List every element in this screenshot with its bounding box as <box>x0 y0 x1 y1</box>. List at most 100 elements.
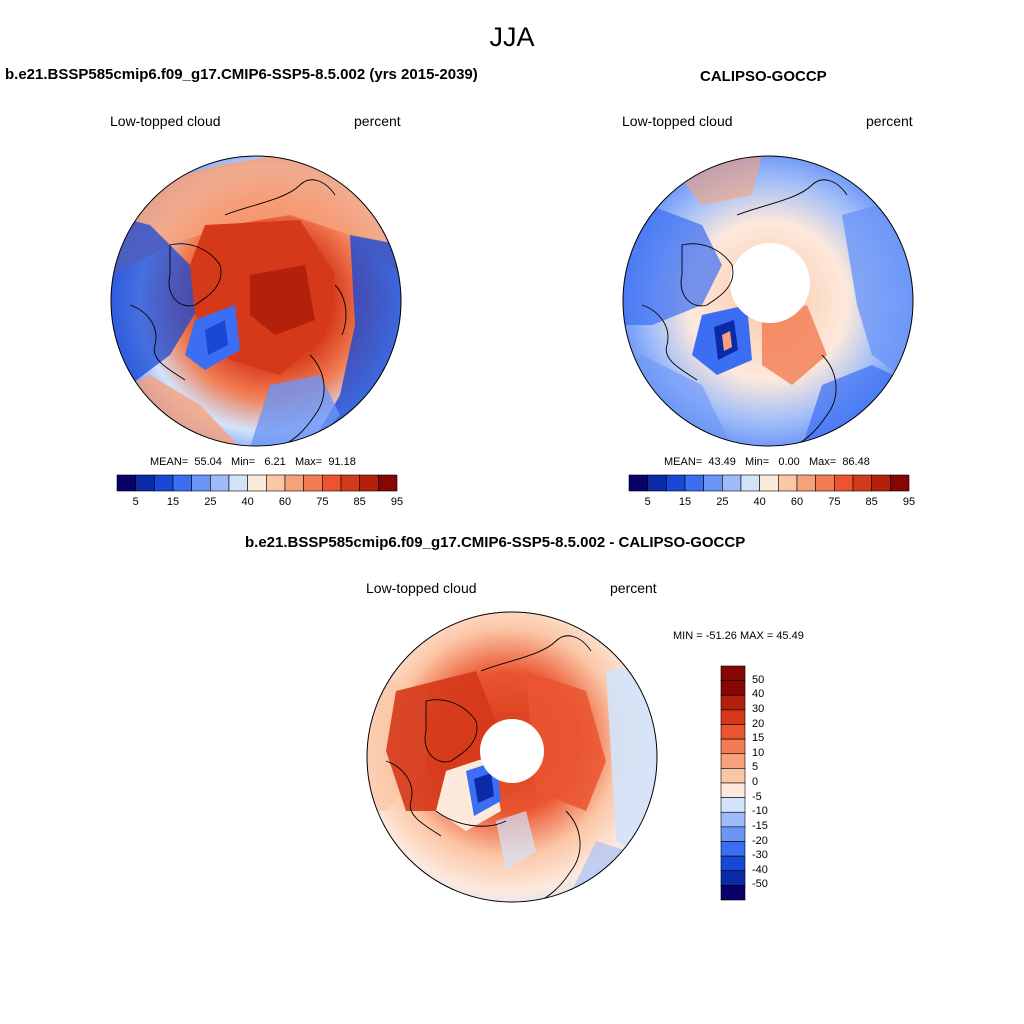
colorbar-swatch <box>720 768 746 784</box>
colorbar-swatch <box>720 870 746 886</box>
colorbar-swatch <box>266 474 286 492</box>
obs-units-label: percent <box>866 113 913 129</box>
colorbar-swatch <box>172 474 192 492</box>
colorbar-swatch <box>720 782 746 798</box>
colorbar-tick-label: -40 <box>752 863 768 876</box>
colorbar-swatch <box>720 694 746 711</box>
figure-title: JJA <box>489 22 535 52</box>
obs-min-label: Min= <box>745 456 770 468</box>
colorbar-tick-label: 25 <box>204 496 217 508</box>
colorbar-swatch <box>720 811 746 828</box>
colorbar-swatch <box>703 474 723 492</box>
colorbar-tick-label: -20 <box>752 834 768 847</box>
diff-units-label: percent <box>610 580 657 596</box>
diff-minmax: MIN = -51.26 MAX = 45.49 <box>673 630 804 642</box>
colorbar-tick-label: 60 <box>790 496 804 508</box>
colorbar-tick-label: 15 <box>166 496 180 508</box>
colorbar-tick-label: 5 <box>132 496 139 508</box>
colorbar-tick-label: -15 <box>752 819 768 832</box>
colorbar-tick-label: 15 <box>678 496 692 508</box>
colorbar-swatch <box>359 474 379 492</box>
colorbar-tick-label: 10 <box>752 746 765 759</box>
colorbar-tick-label: 60 <box>278 496 292 508</box>
colorbar-swatch <box>191 474 211 492</box>
colorbar-swatch <box>647 474 667 492</box>
obs-panel-title: CALIPSO-GOCCP <box>700 68 827 85</box>
colorbar-swatch <box>890 474 910 492</box>
colorbar-swatch <box>852 474 872 492</box>
model-polar-map <box>110 155 402 447</box>
colorbar-swatch <box>871 474 891 492</box>
colorbar-tick-label: 5 <box>752 761 759 774</box>
obs-mean-value: 43.49 <box>708 456 736 468</box>
colorbar-swatch <box>720 738 746 755</box>
colorbar-swatch <box>247 474 267 492</box>
colorbar-tick-label: 75 <box>828 496 841 508</box>
colorbar-swatch <box>740 474 760 492</box>
obs-min-value: 0.00 <box>778 456 800 468</box>
colorbar-tick-label: 95 <box>902 496 916 508</box>
colorbar-tick-label: 40 <box>241 496 254 508</box>
colorbar-swatch <box>154 474 174 492</box>
colorbar-swatch <box>378 474 398 492</box>
colorbar-swatch <box>720 753 746 769</box>
colorbar-swatch <box>628 474 648 492</box>
colorbar-swatch <box>720 855 746 872</box>
colorbar-tick-label: 30 <box>752 702 765 715</box>
diff-colorbar <box>720 665 746 901</box>
colorbar-swatch <box>284 474 304 492</box>
colorbar-swatch <box>340 474 360 492</box>
colorbar-swatch <box>834 474 854 492</box>
colorbar-swatch <box>322 474 342 492</box>
colorbar-swatch <box>684 474 704 492</box>
model-mean-value: 55.04 <box>194 456 222 468</box>
colorbar-tick-label: 25 <box>716 496 729 508</box>
colorbar-swatch <box>666 474 686 492</box>
colorbar-tick-label: 75 <box>316 496 329 508</box>
colorbar-swatch <box>228 474 248 492</box>
obs-polar-map <box>622 155 914 447</box>
colorbar-tick-label: -5 <box>752 790 762 803</box>
colorbar-tick-label: -50 <box>752 878 768 891</box>
colorbar-tick-label: -10 <box>752 805 768 818</box>
colorbar-swatch <box>720 680 746 696</box>
colorbar-tick-label: -30 <box>752 849 768 862</box>
colorbar-tick-label: 40 <box>752 688 765 701</box>
colorbar-swatch <box>135 474 155 492</box>
colorbar-tick-label: 85 <box>865 496 878 508</box>
model-max-label: Max= <box>294 456 323 468</box>
model-panel-title: b.e21.BSSP585cmip6.f09_g17.CMIP6-SSP5-8.… <box>5 66 478 83</box>
colorbar-tick-label: 0 <box>752 776 759 788</box>
model-min-value: 6.21 <box>264 456 286 468</box>
obs-max-value: 86.48 <box>842 456 870 468</box>
colorbar-swatch <box>720 885 746 901</box>
colorbar-swatch <box>116 474 136 492</box>
colorbar-swatch <box>759 474 779 492</box>
model-min-label: Min= <box>231 456 256 468</box>
diff-polar-map <box>366 611 658 903</box>
colorbar-tick-label: 50 <box>752 673 765 686</box>
colorbar-swatch <box>720 665 746 681</box>
colorbar-tick-label: 85 <box>353 496 366 508</box>
colorbar-swatch <box>210 474 230 492</box>
colorbar-tick-label: 95 <box>390 496 404 508</box>
colorbar-swatch <box>815 474 835 492</box>
colorbar-swatch <box>303 474 323 492</box>
obs-variable-label: Low-topped cloud <box>622 113 733 129</box>
obs-max-label: Max= <box>808 456 837 468</box>
colorbar-swatch <box>778 474 798 492</box>
obs-mean-label: MEAN= <box>664 456 703 468</box>
colorbar-swatch <box>720 826 746 842</box>
colorbar-tick-label: 40 <box>753 496 766 508</box>
colorbar-tick-label: 20 <box>752 717 765 730</box>
diff-panel-title: b.e21.BSSP585cmip6.f09_g17.CMIP6-SSP5-8.… <box>245 534 746 551</box>
model-units-label: percent <box>354 113 401 129</box>
model-variable-label: Low-topped cloud <box>110 113 221 129</box>
model-stats: MEAN= 55.04 Min= 6.21 Max= 91.18 <box>150 456 356 468</box>
colorbar-swatch <box>720 797 746 813</box>
colorbar-swatch <box>720 841 746 857</box>
colorbar-swatch <box>796 474 816 492</box>
obs-colorbar <box>628 474 910 492</box>
colorbar-swatch <box>720 724 746 740</box>
colorbar-swatch <box>722 474 742 492</box>
